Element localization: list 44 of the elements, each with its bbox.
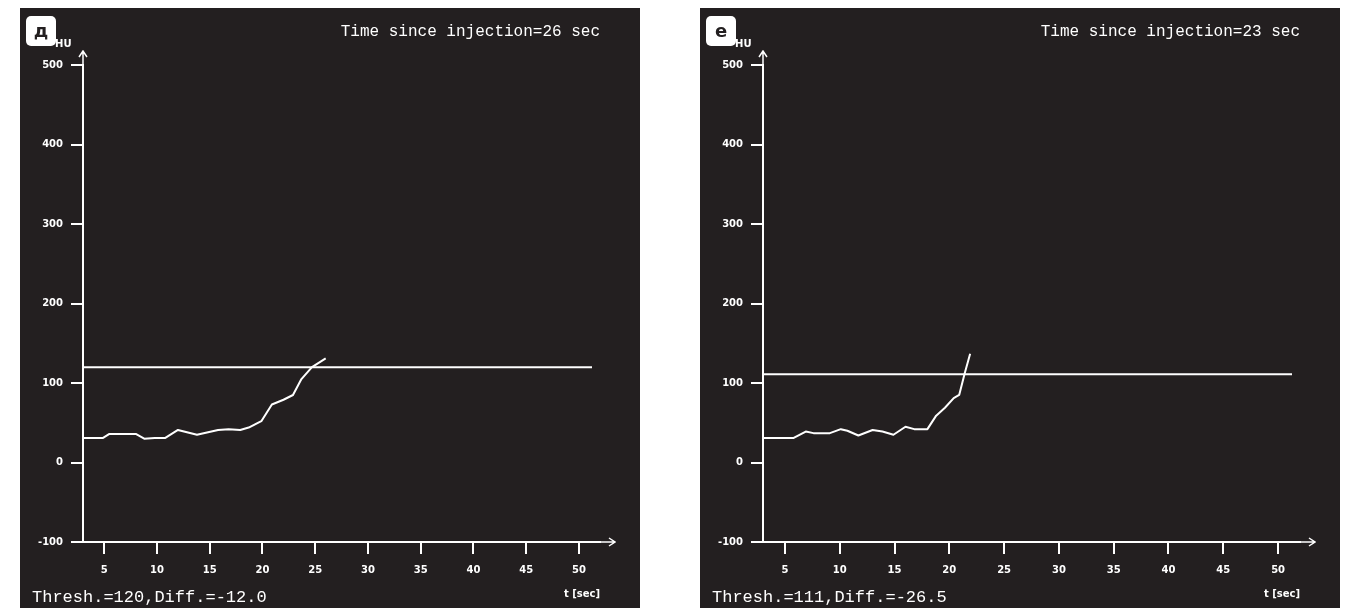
- text: д: [33, 19, 49, 41]
- x-tick-label: 50: [1271, 563, 1286, 575]
- y-axis-title: HU: [55, 38, 72, 50]
- x-tick-label: 20: [255, 563, 270, 575]
- y-tick-label: 0: [736, 456, 744, 468]
- x-tick-label: 5: [781, 563, 789, 575]
- x-tick-label: 20: [942, 563, 957, 575]
- y-tick-label: 500: [722, 58, 744, 70]
- y-tick-label: 200: [722, 297, 744, 309]
- y-tick-label: 300: [42, 217, 64, 229]
- x-tick-label: 50: [571, 563, 586, 575]
- x-tick-label: 30: [360, 563, 375, 575]
- x-tick-label: 15: [887, 563, 902, 575]
- y-tick-label: 100: [722, 376, 744, 388]
- y-tick-label: 500: [42, 58, 64, 70]
- text: Thresh.=120,Diff.=-12.0: [32, 588, 267, 607]
- y-axis-title: HU: [735, 38, 752, 50]
- x-tick-label: 35: [413, 563, 428, 575]
- x-tick-label: 40: [1161, 563, 1176, 575]
- x-tick-label: 45: [519, 563, 534, 575]
- x-axis-title: t [sec]: [1263, 587, 1300, 599]
- x-tick-label: 45: [1216, 563, 1231, 575]
- x-tick-label: 25: [997, 563, 1012, 575]
- y-tick-label: 100: [42, 376, 64, 388]
- x-tick-label: 5: [100, 563, 108, 575]
- x-tick-label: 10: [149, 563, 164, 575]
- y-tick-label: 200: [42, 297, 64, 309]
- y-tick-label: 0: [56, 456, 64, 468]
- chart-title: Time since injection=23 sec: [1040, 22, 1300, 41]
- x-tick-label: 40: [466, 563, 481, 575]
- x-tick-label: 35: [1106, 563, 1121, 575]
- y-tick-label: 400: [722, 138, 744, 150]
- x-tick-label: 15: [202, 563, 217, 575]
- y-tick-label: 300: [722, 217, 744, 229]
- x-tick-label: 10: [832, 563, 847, 575]
- x-tick-label: 25: [308, 563, 323, 575]
- y-tick-label: -100: [37, 535, 64, 547]
- x-axis-title: t [sec]: [563, 587, 600, 599]
- x-tick-label: 30: [1051, 563, 1066, 575]
- y-tick-label: -100: [717, 535, 744, 547]
- chart-title: Time since injection=26 sec: [340, 22, 600, 41]
- text: е: [714, 19, 728, 41]
- text: Thresh.=111,Diff.=-26.5: [712, 588, 947, 607]
- y-tick-label: 400: [42, 138, 64, 150]
